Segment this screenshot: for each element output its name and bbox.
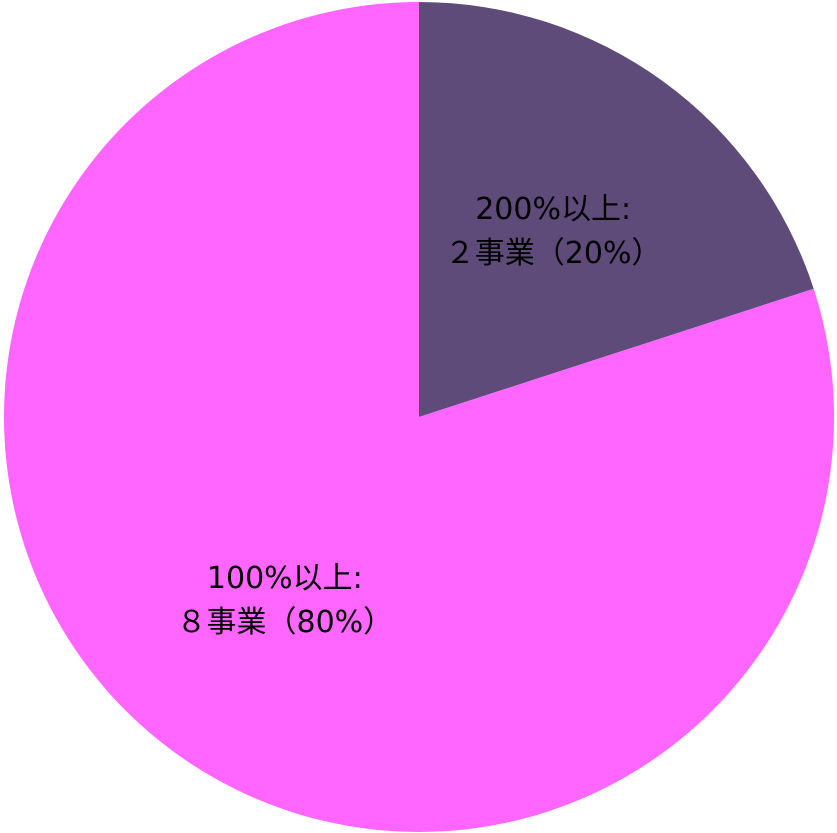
slice-label: 100%以上: [207, 561, 363, 596]
pie-slice [3, 2, 834, 832]
slice-value-label: ２事業（20%） [445, 236, 662, 271]
slice-value-label: ８事業（80%） [176, 605, 393, 640]
pie-slice [419, 2, 814, 417]
slice-label: 200%以上: [475, 192, 631, 227]
